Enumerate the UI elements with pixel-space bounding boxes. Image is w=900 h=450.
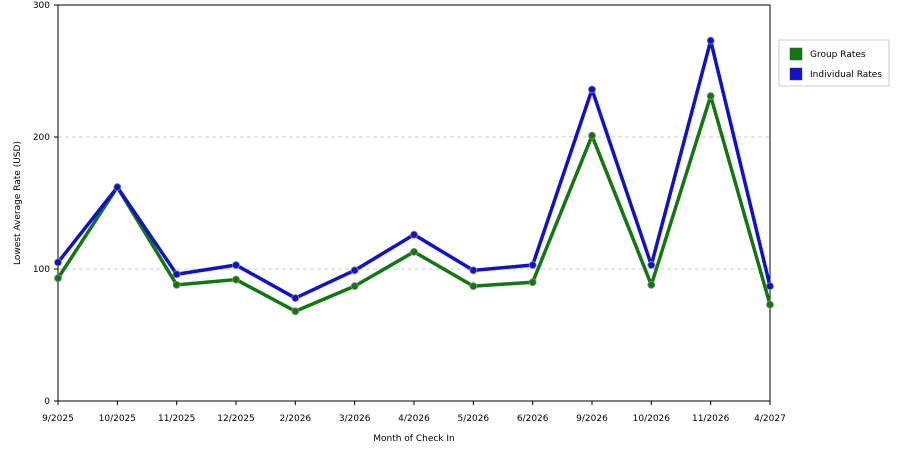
point (766, 300, 774, 309)
point (588, 85, 596, 94)
point (528, 278, 537, 287)
y-tick-label: 200 (33, 133, 50, 143)
x-tick-label: 9/2025 (42, 414, 74, 424)
series-line (56, 38, 772, 300)
plot-area (57, 4, 771, 402)
series-line (56, 94, 772, 313)
point (232, 275, 240, 284)
point (113, 183, 122, 192)
x-tick-label: 11/2025 (158, 414, 195, 424)
point (291, 294, 300, 302)
point (647, 261, 656, 269)
x-tick-label: 3/2026 (339, 414, 371, 424)
x-tick-label: 9/2026 (576, 414, 608, 424)
legend-label: Group Rates (810, 50, 866, 60)
y-tick-label: 0 (44, 397, 50, 407)
point (291, 307, 300, 316)
point (647, 280, 656, 289)
point (766, 282, 774, 291)
point (350, 282, 359, 291)
point (54, 274, 62, 283)
x-tick-label: 11/2026 (692, 414, 730, 424)
point (469, 266, 478, 275)
point (410, 247, 418, 256)
x-tick-label: 12/2025 (217, 414, 254, 424)
legend-swatch (789, 67, 803, 81)
x-tick-label: 4/2026 (398, 414, 430, 424)
x-tick-label: 6/2026 (517, 414, 549, 424)
legend-label: Individual Rates (810, 70, 882, 80)
x-tick-label: 4/2027 (754, 414, 786, 424)
point (706, 92, 715, 100)
point (410, 230, 418, 239)
point (172, 280, 181, 289)
point (54, 258, 62, 267)
point (232, 261, 240, 269)
point (528, 261, 537, 269)
point (706, 36, 715, 45)
point (588, 131, 596, 140)
point (350, 266, 359, 275)
x-tick-label: 2/2026 (279, 414, 311, 424)
x-tick-label: 10/2025 (99, 414, 136, 424)
x-tick-label: 5/2026 (457, 414, 489, 424)
point (172, 270, 181, 279)
y-tick-label: 100 (33, 265, 50, 275)
y-axis-title: Lowest Average Rate (USD) (13, 141, 23, 265)
legend-swatch (789, 47, 803, 61)
x-tick-label: 10/2026 (633, 414, 671, 424)
x-axis-title: Month of Check In (373, 434, 455, 444)
y-tick-label: 300 (33, 1, 50, 11)
point (469, 282, 478, 291)
